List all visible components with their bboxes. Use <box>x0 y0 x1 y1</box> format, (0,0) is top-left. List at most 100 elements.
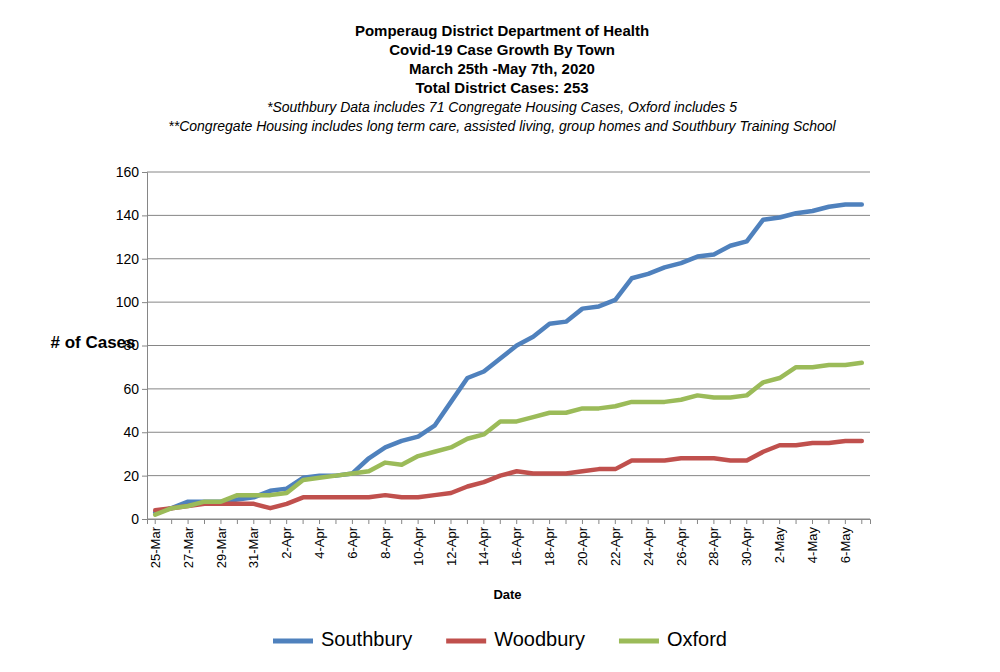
x-tick-mark <box>763 519 764 524</box>
x-tick: 6-Apr <box>345 519 360 559</box>
x-tick <box>828 519 829 524</box>
x-tick-mark <box>319 519 320 524</box>
chart: Pomperaug District Department of HealthC… <box>0 0 1000 672</box>
x-tick-label: 29-Mar <box>213 526 228 568</box>
x-tick: 4-May <box>805 519 820 563</box>
x-tick-mark <box>533 519 534 524</box>
series-line <box>155 363 862 515</box>
x-tick <box>204 519 205 524</box>
x-tick-label: 10-Apr <box>411 526 426 566</box>
x-tick-label: 8-Apr <box>378 526 393 558</box>
legend-label: Woodbury <box>494 628 585 650</box>
x-tick-mark <box>253 519 254 524</box>
y-tick: 140 <box>116 207 147 223</box>
x-tick-mark <box>631 519 632 524</box>
x-tick: 31-Mar <box>246 519 261 568</box>
x-tick-mark <box>549 519 550 524</box>
y-axis-line <box>142 173 148 520</box>
y-tick-mark <box>142 302 147 303</box>
annotation: **Congregate Housing includes long term … <box>168 118 836 134</box>
x-tick <box>434 519 435 524</box>
x-tick-mark <box>812 519 813 524</box>
x-tick-label: 26-Apr <box>674 526 689 566</box>
x-tick <box>566 519 567 524</box>
x-tick-mark <box>368 519 369 524</box>
x-tick-mark <box>467 519 468 524</box>
x-tick: 6-May <box>838 519 853 563</box>
legend-item: Woodbury <box>446 628 585 650</box>
x-tick-mark <box>155 519 156 524</box>
legend-swatch <box>273 639 313 644</box>
x-tick-label: 6-Apr <box>345 526 360 558</box>
x-tick <box>237 519 238 524</box>
x-tick-mark <box>483 519 484 524</box>
y-tick-label: 20 <box>123 468 139 484</box>
y-tick-label: 60 <box>123 381 139 397</box>
x-tick <box>533 519 534 524</box>
x-tick <box>763 519 764 524</box>
annotation: *Southbury Data includes 71 Congregate H… <box>267 99 737 115</box>
legend-item: Oxford <box>619 628 727 650</box>
x-tick-mark <box>664 519 665 524</box>
y-tick-mark <box>142 259 147 260</box>
x-axis-line <box>148 520 871 525</box>
series-line <box>155 205 862 513</box>
grid-line <box>147 345 870 346</box>
x-tick-label: 4-Apr <box>312 526 327 558</box>
legend-item: Southbury <box>273 628 412 650</box>
x-tick-label: 2-May <box>772 527 787 564</box>
x-tick <box>335 519 336 524</box>
x-tick-label: 14-Apr <box>476 526 491 566</box>
x-tick-mark <box>204 519 205 524</box>
x-tick-mark <box>450 519 451 524</box>
x-tick: 10-Apr <box>411 519 426 566</box>
x-tick: 26-Apr <box>674 519 689 566</box>
y-tick: 120 <box>116 251 147 267</box>
y-tick-label: 0 <box>131 511 139 527</box>
title: Total District Cases: 253 <box>415 79 588 96</box>
y-tick: 0 <box>131 511 147 527</box>
y-tick-label: 40 <box>123 424 139 440</box>
grid <box>147 172 870 519</box>
legend-swatch <box>446 639 486 644</box>
title: March 25th -May 7th, 2020 <box>409 60 595 77</box>
x-tick <box>500 519 501 524</box>
x-tick-mark <box>730 519 731 524</box>
x-tick: 27-Mar <box>181 519 196 568</box>
x-tick <box>171 519 172 524</box>
x-tick-mark <box>352 519 353 524</box>
x-tick-label: 30-Apr <box>739 526 754 566</box>
x-tick: 14-Apr <box>476 519 491 566</box>
x-tick-label: 31-Mar <box>246 526 261 568</box>
x-tick-label: 27-Mar <box>181 526 196 568</box>
x-tick-mark <box>171 519 172 524</box>
x-tick <box>861 519 862 524</box>
x-tick: 4-Apr <box>312 519 327 559</box>
grid-line <box>147 215 870 216</box>
title: Pomperaug District Department of Health <box>355 22 649 39</box>
y-axis-title: # of Cases <box>50 333 135 352</box>
y-tick-label: 160 <box>116 164 140 180</box>
x-tick-label: 16-Apr <box>509 526 524 566</box>
x-tick-mark <box>861 519 862 524</box>
x-tick <box>303 519 304 524</box>
x-tick-label: 6-May <box>838 527 853 564</box>
x-tick: 12-Apr <box>444 519 459 566</box>
x-tick: 18-Apr <box>542 519 557 566</box>
series-group <box>155 205 862 515</box>
x-tick: 20-Apr <box>575 519 590 566</box>
x-tick-mark <box>615 519 616 524</box>
x-tick-mark <box>516 519 517 524</box>
x-tick-mark <box>713 519 714 524</box>
x-tick: 2-Apr <box>279 519 294 559</box>
y-tick-mark <box>142 215 147 216</box>
x-tick <box>796 519 797 524</box>
grid-line <box>147 258 870 259</box>
x-tick-label: 18-Apr <box>542 526 557 566</box>
y-tick-mark <box>142 432 147 433</box>
x-tick-mark <box>746 519 747 524</box>
x-tick-mark <box>303 519 304 524</box>
legend-label: Southbury <box>321 628 412 650</box>
x-tick-mark <box>779 519 780 524</box>
x-tick-mark <box>335 519 336 524</box>
